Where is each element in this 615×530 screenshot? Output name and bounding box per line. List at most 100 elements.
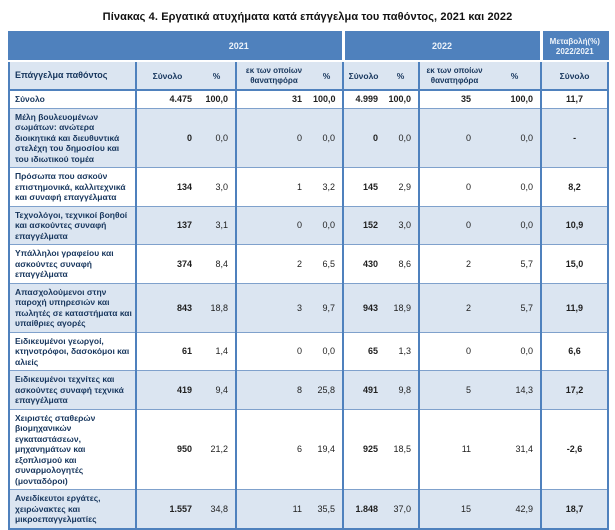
cell-2022-fatal-pct: 0,0 [489,167,542,207]
cell-2022-total: 0 [342,107,384,168]
table-row: Μέλη βουλευομένων σωμάτων: ανώτερα διοικ… [9,107,609,168]
cell-change: 18,7 [540,489,609,529]
table-row: Τεχνολόγοι, τεχνικοί βοηθοί και ασκούντε… [9,205,609,245]
table-row: Ειδικευμένοι τεχνίτες και ασκούντες συνα… [9,370,609,410]
cell-2021-total: 4.475 [135,89,198,109]
cell-2022-pct: 8,6 [383,244,420,284]
change-total-header: Σύνολο [540,61,609,92]
cell-2022-total: 1.848 [342,489,384,529]
cell-2022-fatal-pct: 5,7 [489,282,542,333]
total-2021-header: Σύνολο [135,61,198,92]
cell-2021-pct: 3,1 [198,205,236,245]
cell-2021-fatal-pct: 3,2 [311,167,344,207]
cell-2021-fatal-pct: 6,5 [311,244,344,284]
cell-2021-fatal-pct: 9,7 [311,282,344,333]
cell-2022-pct: 100,0 [383,89,420,109]
cell-2022-pct: 3,0 [383,205,420,245]
cell-2022-fatal: 0 [418,167,490,207]
cell-2021-total: 950 [135,408,198,490]
year-band-row: 2021 2022 Μεταβολή(%) 2022/2021 [9,32,609,63]
cell-2021-fatal: 11 [235,489,311,529]
table-row-total: Σύνολο 4.475 100,0 31 100,0 4.999 100,0 … [9,89,609,109]
cell-2021-pct: 21,2 [198,408,236,490]
total-2022-header: Σύνολο [342,61,384,92]
occupation-column-header: Επάγγελμα παθόντος [9,61,136,92]
cell-change: 11,9 [540,282,609,333]
cell-2021-fatal-pct: 0,0 [311,205,344,245]
corner-cell [9,32,136,63]
cell-2021-fatal-pct: 19,4 [311,408,344,490]
cell-2021-total: 134 [135,167,198,207]
cell-occupation: Υπάλληλοι γραφείου και ασκούντες συναφή … [9,244,136,284]
cell-2022-fatal: 0 [418,331,490,371]
cell-2022-total: 491 [342,370,384,410]
pct-2022-header: % [383,61,420,92]
cell-2021-fatal-pct: 35,5 [311,489,344,529]
pct-2021-header: % [198,61,236,92]
cell-change: -2,6 [540,408,609,490]
cell-change: 11,7 [540,89,609,109]
change-header: Μεταβολή(%) 2022/2021 [539,32,609,63]
cell-occupation: Μέλη βουλευομένων σωμάτων: ανώτερα διοικ… [9,107,136,168]
cell-2021-total: 419 [135,370,198,410]
cell-2021-total: 374 [135,244,198,284]
cell-2022-fatal: 2 [418,282,490,333]
cell-2021-pct: 1,4 [198,331,236,371]
cell-2022-fatal-pct: 31,4 [489,408,542,490]
cell-2021-total: 843 [135,282,198,333]
table-row: Πρόσωπα που ασκούν επιστημονικά, καλλιτε… [9,167,609,207]
column-header-row: Επάγγελμα παθόντος Σύνολο % εκ των οποίω… [9,61,609,92]
accidents-by-occupation-table: 2021 2022 Μεταβολή(%) 2022/2021 Επάγγελμ… [8,31,610,530]
cell-occupation: Πρόσωπα που ασκούν επιστημονικά, καλλιτε… [9,167,136,207]
cell-occupation: Χειριστές σταθερών βιομηχανικών εγκαταστ… [9,408,136,490]
cell-2022-fatal-pct: 0,0 [489,107,542,168]
cell-2021-pct: 18,8 [198,282,236,333]
table-row: Ειδικευμένοι γεωργοί, κτηνοτρόφοι, δασοκ… [9,331,609,371]
cell-occupation: Ειδικευμένοι τεχνίτες και ασκούντες συνα… [9,370,136,410]
cell-2022-pct: 18,9 [383,282,420,333]
cell-2021-fatal: 0 [235,331,311,371]
table-row: Απασχολούμενοι στην παροχή υπηρεσιών και… [9,282,609,333]
cell-2022-fatal: 35 [418,89,490,109]
table-row: Χειριστές σταθερών βιομηχανικών εγκαταστ… [9,408,609,490]
cell-2021-total: 61 [135,331,198,371]
cell-2021-fatal-pct: 25,8 [311,370,344,410]
cell-occupation: Τεχνολόγοι, τεχνικοί βοηθοί και ασκούντε… [9,205,136,245]
cell-2022-pct: 1,3 [383,331,420,371]
cell-2021-total: 1.557 [135,489,198,529]
cell-2021-total: 137 [135,205,198,245]
cell-2022-total: 943 [342,282,384,333]
cell-2021-fatal-pct: 0,0 [311,331,344,371]
cell-change: 15,0 [540,244,609,284]
cell-2022-total: 145 [342,167,384,207]
cell-2022-pct: 0,0 [383,107,420,168]
cell-2021-pct: 8,4 [198,244,236,284]
cell-2021-fatal: 1 [235,167,311,207]
cell-change: 10,9 [540,205,609,245]
fatal-2022-header: εκ των οποίων θανατηφόρα [418,61,490,92]
cell-2022-fatal-pct: 14,3 [489,370,542,410]
cell-2022-fatal: 0 [418,205,490,245]
table-row: Υπάλληλοι γραφείου και ασκούντες συναφή … [9,244,609,284]
table-row: Ανειδίκευτοι εργάτες, χειρώνακτες και μι… [9,489,609,529]
cell-2021-fatal: 31 [235,89,311,109]
cell-2022-fatal-pct: 5,7 [489,244,542,284]
cell-2022-fatal-pct: 0,0 [489,331,542,371]
fatal-pct-2021-header: % [311,61,344,92]
cell-2022-pct: 9,8 [383,370,420,410]
page-title: Πίνακας 4. Εργατικά ατυχήματα κατά επάγγ… [102,11,513,23]
cell-2022-fatal-pct: 42,9 [489,489,542,529]
cell-2021-fatal-pct: 0,0 [311,107,344,168]
cell-change: 17,2 [540,370,609,410]
cell-change: 6,6 [540,331,609,371]
cell-2022-total: 925 [342,408,384,490]
cell-change: - [540,107,609,168]
cell-2021-pct: 0,0 [198,107,236,168]
fatal-2021-header: εκ των οποίων θανατηφόρα [235,61,311,92]
cell-occupation: Ειδικευμένοι γεωργοί, κτηνοτρόφοι, δασοκ… [9,331,136,371]
cell-2022-pct: 37,0 [383,489,420,529]
cell-2022-fatal-pct: 0,0 [489,205,542,245]
cell-occupation: Ανειδίκευτοι εργάτες, χειρώνακτες και μι… [9,489,136,529]
cell-2021-fatal: 0 [235,107,311,168]
cell-2022-total: 152 [342,205,384,245]
